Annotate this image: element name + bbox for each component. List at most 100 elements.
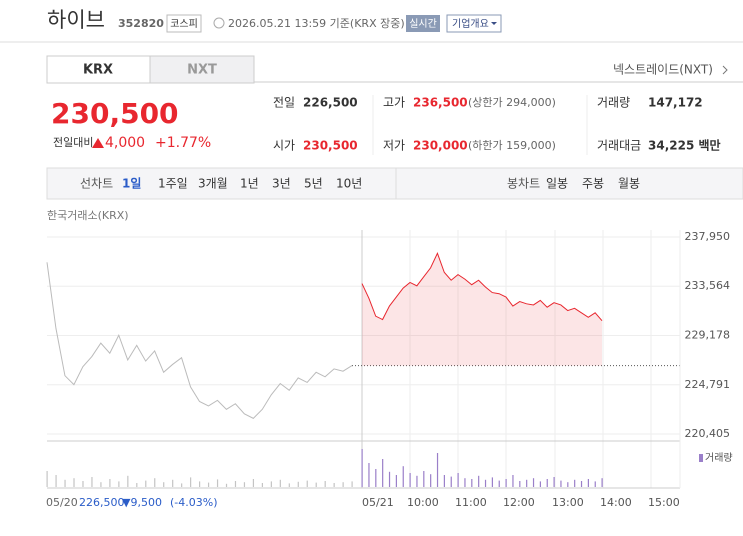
volume-bar: [443, 475, 445, 487]
period[interactable]: 1일: [122, 177, 141, 191]
volume-bar: [416, 475, 418, 487]
current-price: 230,500: [51, 97, 179, 130]
tab-active[interactable]: [46, 55, 151, 84]
volume-bar: [199, 481, 201, 487]
volume-bar: [567, 482, 569, 487]
x-tick-label: 14:00: [600, 496, 632, 509]
stat-label: 거래대금: [597, 139, 641, 153]
toolbar: [46, 167, 743, 200]
tab-label[interactable]: NXT: [187, 63, 217, 78]
volume-bar: [190, 477, 192, 487]
volume-bar: [333, 483, 335, 487]
x-tick-label: 15:00: [648, 496, 680, 509]
toolbar-items: 1일 1주일 3개월 1년 3년 5년 10년 일봉 주봉 월봉: [122, 177, 640, 191]
volume-bar: [145, 480, 147, 487]
market: 코스피: [170, 18, 198, 30]
market-badge: [166, 14, 202, 33]
period[interactable]: 월봉: [618, 177, 640, 191]
stat-label: 시가: [273, 139, 295, 153]
tab-label[interactable]: KRX: [83, 63, 113, 78]
volume-bar: [601, 478, 603, 487]
volume-bar: [207, 482, 210, 487]
legend-label: 거래량: [705, 452, 733, 464]
volume-bar: [498, 480, 500, 487]
volume-bar: [225, 483, 228, 487]
toolbar-label: 선차트: [80, 177, 113, 191]
period[interactable]: 3개월: [198, 177, 228, 191]
up-arrow: [92, 138, 104, 148]
chart-source: 한국거래소(KRX): [47, 209, 129, 222]
volume-bar: [136, 483, 138, 487]
volume-bar: [375, 469, 377, 487]
volume-bar: [546, 479, 548, 487]
change: 4,000: [105, 135, 145, 151]
volume-bar: [109, 479, 111, 487]
price-line: [361, 251, 603, 321]
overview-button[interactable]: [446, 14, 502, 33]
y-tick-label: 224,791: [685, 378, 731, 391]
period[interactable]: 1년: [240, 177, 259, 191]
realtime[interactable]: 실시간: [409, 18, 437, 30]
volume-bar: [519, 481, 521, 487]
volume-bar: [91, 477, 93, 487]
volume-bar: [100, 482, 102, 487]
toolbar-label: 봉차트: [507, 177, 540, 191]
volume-bar: [118, 481, 120, 487]
stats: 전일 226,500 고가 236,500 (상한가 294,000) 거래량 147,17…: [273, 96, 721, 153]
volume-bar: [351, 481, 353, 487]
volume-bar: [526, 479, 528, 487]
volume-bar: [315, 482, 317, 487]
stat-label: 전일: [273, 96, 295, 110]
volume-bar: [505, 479, 507, 487]
volume-bar: [172, 479, 174, 487]
volume-bar: [55, 475, 57, 487]
period[interactable]: 5년: [304, 177, 323, 191]
chart: 220,405 224,791 229,178 233,564 237,950 05/21…: [46, 230, 731, 509]
y-tick-label: 237,950: [685, 230, 731, 243]
volume-bar: [484, 479, 487, 487]
period[interactable]: 10년: [336, 177, 362, 191]
volume-bar: [402, 466, 404, 487]
volume-bar: [261, 483, 263, 487]
period[interactable]: 주봉: [582, 177, 604, 191]
volume-bar: [270, 481, 272, 487]
volume-bar: [361, 449, 363, 487]
stat-value: 34,225 백만: [648, 138, 721, 153]
volume-bar: [46, 471, 48, 487]
volume-bar: [532, 478, 535, 487]
tab[interactable]: [149, 55, 255, 84]
volume-bar: [574, 479, 576, 487]
volume-bar: [181, 483, 183, 487]
timestamp: 2026.05.21 13:59 기준(KRX 장중): [228, 17, 405, 30]
volume-bar: [491, 477, 493, 487]
footer-close: 226,500: [79, 496, 125, 509]
area: [362, 253, 602, 366]
stat-value: 230,000: [413, 139, 468, 153]
nxt-link[interactable]: 넥스트레이드(NXT): [613, 63, 713, 77]
overview[interactable]: 기업개요: [452, 17, 489, 30]
x-tick-label: 12:00: [503, 496, 535, 509]
volume-bar: [423, 471, 425, 487]
volume-bar: [324, 481, 326, 487]
volume-bar: [64, 479, 66, 487]
y-tick-label: 229,178: [685, 328, 731, 341]
stat-value: 236,500: [413, 96, 468, 110]
stock-name: 하이브: [47, 8, 105, 32]
stat-value: 147,172: [648, 96, 703, 110]
clock-icon: [213, 17, 225, 29]
x-tick-label: 11:00: [455, 496, 487, 509]
volume-bar: [512, 475, 514, 487]
volume-bar: [478, 475, 480, 487]
x-tick-label: 10:00: [407, 496, 439, 509]
period[interactable]: 일봉: [546, 177, 568, 191]
realtime-badge[interactable]: [406, 15, 440, 32]
period[interactable]: 1주일: [158, 177, 188, 191]
footer-change-pct: (-4.03%): [170, 496, 218, 509]
stat-label: 저가: [383, 139, 405, 153]
volume-bar: [306, 480, 308, 487]
y-tick-label: 220,405: [685, 427, 731, 440]
period[interactable]: 3년: [272, 177, 291, 191]
volume-bar: [382, 459, 384, 487]
stat-value: 230,500: [303, 139, 358, 153]
